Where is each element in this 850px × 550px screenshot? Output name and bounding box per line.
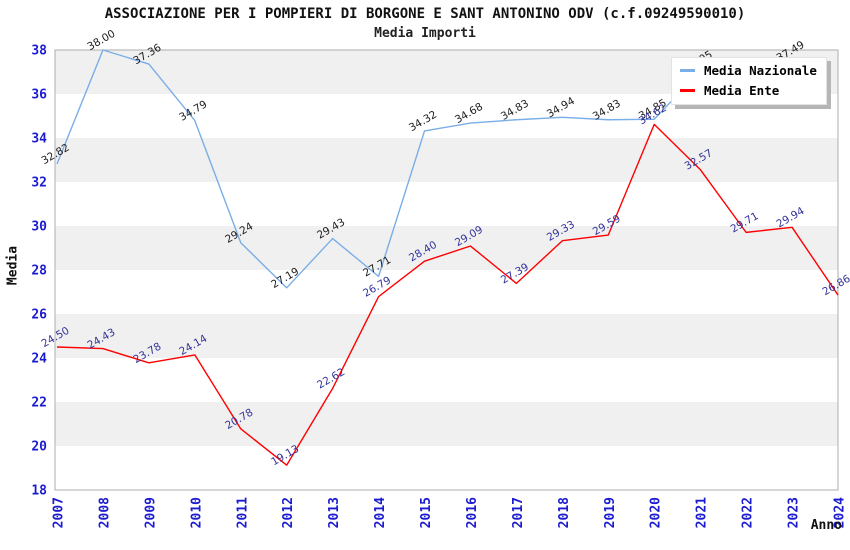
- x-tick-label: 2012: [281, 497, 296, 528]
- y-tick-label: 24: [31, 352, 47, 367]
- legend: Media Nazionale Media Ente: [671, 57, 827, 105]
- chart-title: ASSOCIAZIONE PER I POMPIERI DI BORGONE E…: [104, 6, 746, 22]
- media-nazionale-line-swatch: [680, 69, 695, 72]
- y-tick-label: 34: [31, 132, 47, 147]
- x-tick-label: 2023: [787, 497, 802, 528]
- x-tick-label: 2022: [741, 497, 756, 528]
- grid-band: [55, 314, 838, 358]
- x-tick-label: 2010: [189, 497, 204, 528]
- x-tick-label: 2016: [465, 497, 480, 528]
- y-tick-label: 30: [31, 220, 47, 235]
- grid-band: [55, 138, 838, 182]
- y-tick-label: 32: [31, 176, 47, 191]
- x-tick-label: 2019: [603, 497, 618, 528]
- series-line-media-nazionale: [56, 49, 793, 289]
- x-axis-title: Anno: [810, 518, 842, 533]
- x-tick-label: 2024: [833, 497, 848, 528]
- x-tick-label: 2011: [235, 497, 250, 528]
- legend-label-media-nazionale: Media Nazionale: [704, 63, 817, 78]
- x-tick-label: 2017: [511, 497, 526, 528]
- media-ente-line-swatch: [680, 89, 695, 92]
- x-tick-label: 2014: [373, 497, 388, 528]
- plot-border: [54, 49, 839, 491]
- y-tick-label: 28: [31, 264, 47, 279]
- x-tick-label: 2013: [327, 497, 342, 528]
- grid-band: [55, 446, 838, 490]
- y-tick-label: 26: [31, 308, 47, 323]
- grid-band: [55, 182, 838, 226]
- point-label: 38.00: [85, 28, 117, 53]
- x-tick-label: 2018: [557, 497, 572, 528]
- x-tick-label: 2021: [695, 497, 710, 528]
- chart-subtitle: Media Importi: [374, 26, 476, 41]
- legend-label-media-ente: Media Ente: [704, 83, 780, 98]
- grid-band: [55, 358, 838, 402]
- y-tick-label: 22: [31, 396, 47, 411]
- x-tick-label: 2020: [649, 497, 664, 528]
- x-tick-label: 2009: [143, 497, 158, 528]
- grid-band: [55, 226, 838, 270]
- y-tick-label: 20: [31, 440, 47, 455]
- grid-band: [55, 402, 838, 446]
- y-tick-label: 36: [31, 88, 47, 103]
- y-tick-label: 38: [31, 44, 47, 59]
- x-tick-label: 2015: [419, 497, 434, 528]
- x-tick-label: 2007: [52, 497, 67, 528]
- x-tick-label: 2008: [97, 497, 112, 528]
- grid-band: [55, 270, 838, 314]
- series-line-media-ente: [56, 123, 839, 466]
- y-tick-label: 18: [31, 484, 47, 499]
- legend-item-media-nazionale: Media Nazionale: [680, 63, 817, 78]
- legend-item-media-ente: Media Ente: [680, 83, 817, 98]
